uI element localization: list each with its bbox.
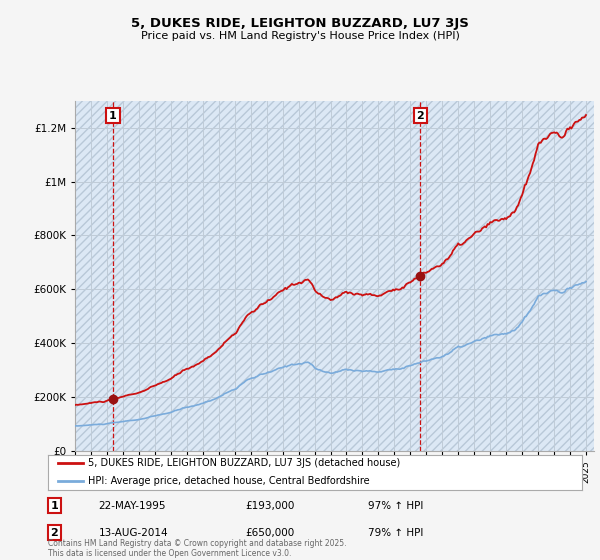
Text: 5, DUKES RIDE, LEIGHTON BUZZARD, LU7 3JS (detached house): 5, DUKES RIDE, LEIGHTON BUZZARD, LU7 3JS… bbox=[88, 458, 400, 468]
Text: HPI: Average price, detached house, Central Bedfordshire: HPI: Average price, detached house, Cent… bbox=[88, 477, 370, 486]
Text: 79% ↑ HPI: 79% ↑ HPI bbox=[368, 528, 424, 538]
Text: 1: 1 bbox=[50, 501, 58, 511]
Text: 2: 2 bbox=[50, 528, 58, 538]
Text: Price paid vs. HM Land Registry's House Price Index (HPI): Price paid vs. HM Land Registry's House … bbox=[140, 31, 460, 41]
Text: Contains HM Land Registry data © Crown copyright and database right 2025.
This d: Contains HM Land Registry data © Crown c… bbox=[48, 539, 347, 558]
Text: 1: 1 bbox=[109, 111, 117, 120]
Text: 22-MAY-1995: 22-MAY-1995 bbox=[99, 501, 166, 511]
Text: 13-AUG-2014: 13-AUG-2014 bbox=[99, 528, 169, 538]
Text: 97% ↑ HPI: 97% ↑ HPI bbox=[368, 501, 424, 511]
Text: £193,000: £193,000 bbox=[245, 501, 295, 511]
Text: 2: 2 bbox=[416, 111, 424, 120]
Text: 5, DUKES RIDE, LEIGHTON BUZZARD, LU7 3JS: 5, DUKES RIDE, LEIGHTON BUZZARD, LU7 3JS bbox=[131, 17, 469, 30]
Text: £650,000: £650,000 bbox=[245, 528, 295, 538]
